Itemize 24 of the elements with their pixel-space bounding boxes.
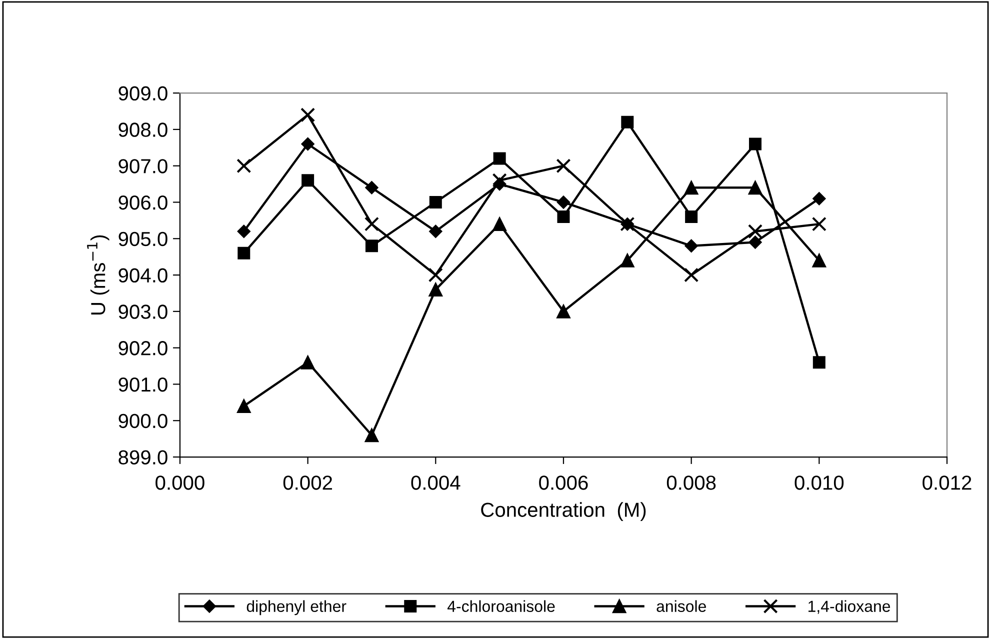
y-tick-label: 903.0 — [118, 304, 168, 319]
y-axis-title: U (ms$^{−1}$) — [87, 235, 110, 314]
y-tick-label: 906.0 — [118, 195, 168, 210]
legend-label: diphenyl ether — [246, 600, 346, 616]
y-tick-label: 905.0 — [118, 232, 168, 246]
y-tick-label: 909.0 — [118, 86, 168, 101]
y-tick-label: 907.0 — [118, 159, 168, 174]
legend-label: 4-chloroanisole — [447, 600, 555, 612]
x-tick-label: 0.000 — [156, 476, 204, 490]
x-tick-label: 0.006 — [539, 476, 588, 490]
x-axis-title: Concentration (M) — [481, 502, 646, 521]
y-tick-label: 899.0 — [118, 450, 168, 465]
y-tick-label: 904.0 — [118, 268, 168, 283]
x-tick-label: 0.008 — [666, 476, 716, 490]
x-tick-label: 0.012 — [922, 476, 972, 490]
legend-label: anisole — [656, 600, 706, 612]
y-tick-label: 900.0 — [118, 414, 168, 428]
y-tick-label: 902.0 — [118, 341, 168, 356]
x-tick-label: 0.002 — [283, 476, 332, 490]
y-tick-label: 901.0 — [118, 377, 168, 392]
legend-label: 1,4-dioxane — [808, 600, 890, 614]
y-tick-label: 908.0 — [118, 122, 168, 137]
x-tick-label: 0.004 — [411, 476, 460, 490]
x-tick-label: 0.010 — [794, 476, 844, 490]
